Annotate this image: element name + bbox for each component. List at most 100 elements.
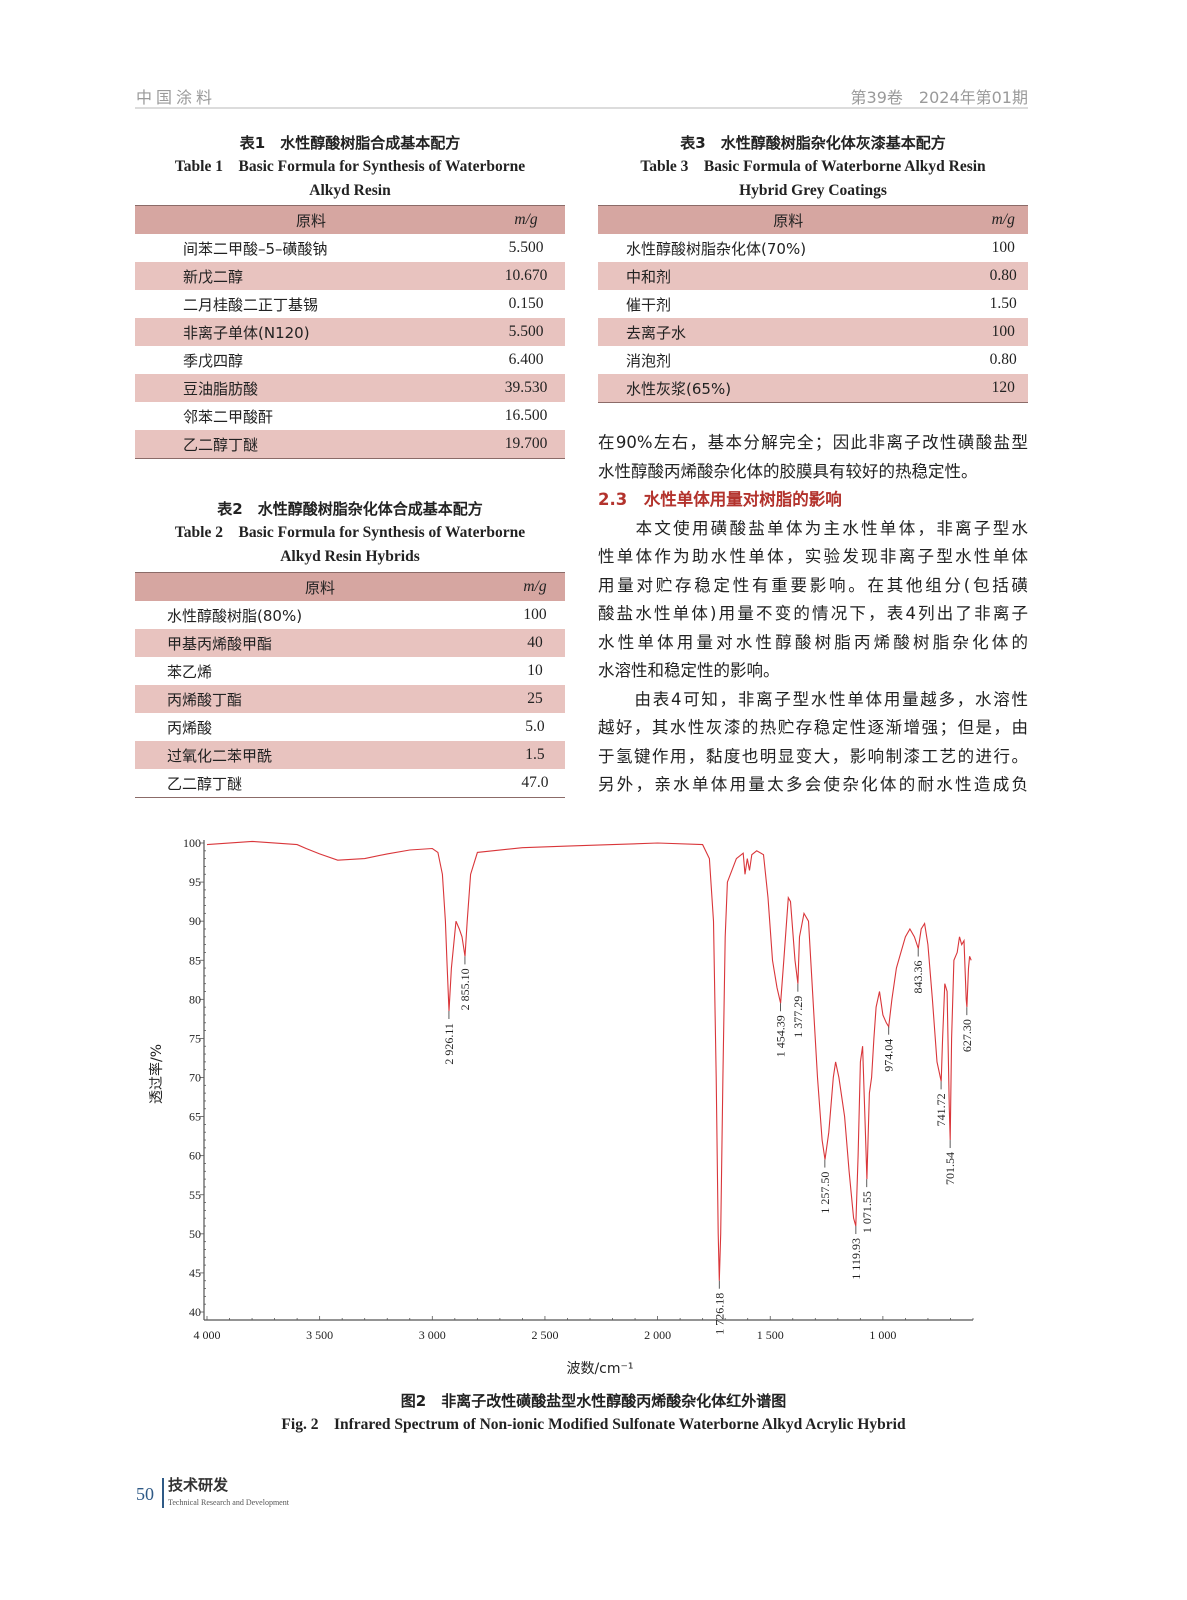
material-cell: 去离子水: [598, 318, 979, 346]
mass-cell: 100: [991, 239, 1015, 256]
mass-cell: 16.500: [504, 407, 548, 424]
material-cell: 二月桂酸二正丁基锡: [183, 295, 319, 314]
table-row: 二月桂酸二正丁基锡 0.150: [135, 290, 565, 318]
x-axis-label: 波数/cm⁻¹: [566, 1361, 634, 1377]
y-axis-label: 透过率/%: [149, 1043, 165, 1105]
peak-label: 2 855.10: [458, 968, 472, 1010]
table-row: 中和剂 0.80: [598, 262, 1028, 290]
material-cell: 水性醇酸树脂杂化体(70%): [626, 239, 807, 258]
section-name-en: Technical Research and Development: [168, 1498, 289, 1507]
x-tick-label: 1 000: [869, 1328, 896, 1342]
material-cell: 丙烯酸丁酯: [135, 685, 505, 713]
mass-cell: 100: [523, 606, 547, 623]
y-tick-label: 75: [189, 1031, 201, 1045]
peak-label: 701.54: [943, 1152, 957, 1185]
table-row: 丙烯酸 5.0: [135, 713, 565, 741]
column-header: m/g: [504, 572, 565, 601]
y-tick-label: 60: [189, 1149, 201, 1163]
mass-cell: 39.530: [487, 374, 565, 402]
text-line: 由表4可知，非离子型水性单体用量越多，水溶性: [598, 689, 1028, 709]
y-tick-label: 95: [189, 875, 201, 889]
table2-title: 表2 水性醇酸树脂杂化体合成基本配方 Table 2 Basic Formula…: [135, 497, 565, 569]
material-cell: 乙二醇丁醚: [135, 769, 505, 798]
peak-label: 1 119.93: [849, 1238, 863, 1280]
table3: 原料 m/g 水性醇酸树脂杂化体(70%) 100 中和剂 0.80 催干剂 1…: [598, 205, 1028, 403]
table3-title-en: Table 3 Basic Formula of Waterborne Alky…: [640, 158, 986, 175]
table-header-row: 原料 m/g: [135, 572, 565, 601]
table2-title-en-2: Alkyd Resin Hybrids: [280, 548, 420, 565]
figure-caption-zh: 图2 非离子改性磺酸盐型水性醇酸丙烯酸杂化体红外谱图: [400, 1392, 787, 1410]
text-line: 水性醇酸丙烯酸杂化体的胶膜具有较好的热稳定性。: [598, 461, 978, 481]
table-row: 过氧化二苯甲酰 1.5: [135, 741, 565, 769]
text-line: 用量对贮存稳定性有重要影响。在其他组分(包括磺: [598, 575, 1028, 595]
table-row: 非离子单体(N120) 5.500: [135, 318, 565, 346]
mass-cell: 0.150: [508, 295, 544, 312]
mass-cell: 5.500: [487, 318, 565, 346]
text-line: 本文使用磺酸盐单体为主水性单体，非离子型水: [598, 518, 1028, 538]
table-row: 豆油脂肪酸 39.530: [135, 374, 565, 402]
peak-label: 1 454.39: [774, 1015, 788, 1057]
material-cell: 非离子单体(N120): [135, 318, 488, 346]
y-tick-label: 80: [189, 992, 201, 1006]
mass-cell: 5.500: [508, 239, 544, 256]
text-line: 酸盐水性单体)用量不变的情况下，表4列出了非离子: [598, 604, 1028, 623]
table-row: 季戊四醇 6.400: [135, 346, 565, 374]
y-tick-label: 65: [189, 1110, 201, 1124]
column-header: m/g: [978, 205, 1028, 234]
material-cell: 苯乙烯: [167, 662, 213, 681]
table-row: 去离子水 100: [598, 318, 1028, 346]
footer-divider: [162, 1478, 164, 1508]
y-tick-label: 45: [189, 1266, 201, 1280]
material-cell: 间苯二甲酸–5–磺酸钠: [183, 239, 328, 258]
mass-cell: 40: [504, 629, 565, 657]
body-text: 在90%左右，基本分解完全；因此非离子改性磺酸盐型 水性醇酸丙烯酸杂化体的胶膜具有…: [598, 429, 1028, 800]
mass-cell: 0.80: [989, 351, 1017, 368]
table1-title: 表1 水性醇酸树脂合成基本配方 Table 1 Basic Formula fo…: [135, 131, 565, 203]
mass-cell: 25: [504, 685, 565, 713]
table-header-row: 原料 m/g: [135, 205, 565, 234]
peak-label: 741.72: [934, 1093, 948, 1126]
table2: 原料 m/g 水性醇酸树脂(80%) 100 甲基丙烯酸甲酯 40 苯乙烯 10…: [135, 572, 565, 798]
table-row: 催干剂 1.50: [598, 290, 1028, 318]
material-cell: 季戊四醇: [183, 351, 244, 370]
mass-cell: 120: [978, 374, 1028, 403]
mass-cell: 5.0: [525, 718, 545, 735]
mass-cell: 19.700: [487, 430, 565, 459]
mass-cell: 100: [978, 318, 1028, 346]
material-cell: 中和剂: [598, 262, 979, 290]
x-tick-label: 1 500: [757, 1328, 784, 1342]
material-cell: 过氧化二苯甲酰: [135, 741, 505, 769]
section-name-zh: 技术研发: [168, 1476, 229, 1494]
table-row: 甲基丙烯酸甲酯 40: [135, 629, 565, 657]
material-cell: 新戊二醇: [135, 262, 488, 290]
y-tick-label: 50: [189, 1227, 201, 1241]
text-line: 水性单体用量对水性醇酸树脂丙烯酸树脂杂化体的: [598, 632, 1028, 652]
ir-spectrum-chart: 40 45 50 55 60 65 70 75 80 85 90 95 100 4 000 3 500 3 0…: [183, 836, 974, 1342]
mass-cell: 10: [527, 662, 543, 679]
table-row: 水性灰浆(65%) 120: [598, 374, 1028, 403]
x-tick-label: 3 000: [419, 1328, 446, 1342]
text-line: 在90%左右，基本分解完全；因此非离子改性磺酸盐型: [598, 433, 1028, 452]
journal-name: 中国涂料: [136, 88, 217, 107]
column-header: 原料: [135, 572, 505, 601]
material-cell: 水性醇酸树脂(80%): [167, 606, 303, 625]
table1-title-en-2: Alkyd Resin: [309, 182, 391, 199]
mass-cell: 0.80: [978, 262, 1028, 290]
text-line: 性单体作为助水性单体，实验发现非离子型水性单体: [598, 547, 1028, 566]
page-number: 50: [136, 1484, 154, 1504]
x-tick-label: 2 000: [644, 1328, 671, 1342]
peak-label: 1 257.50: [818, 1172, 832, 1214]
y-tick-label: 55: [189, 1188, 201, 1202]
table-row: 消泡剂 0.80: [598, 346, 1028, 374]
table3-title-zh: 表3 水性醇酸树脂杂化体灰漆基本配方: [680, 134, 946, 152]
table-row: 丙烯酸丁酯 25: [135, 685, 565, 713]
section-heading: 2.3 水性单体用量对树脂的影响: [598, 490, 842, 509]
table-row: 乙二醇丁醚 19.700: [135, 430, 565, 459]
table-row: 新戊二醇 10.670: [135, 262, 565, 290]
text-line: 另外，亲水单体用量太多会使杂化体的耐水性造成负: [598, 775, 1028, 794]
material-cell: 丙烯酸: [167, 718, 213, 737]
spectrum-line: [206, 840, 972, 1281]
material-cell: 豆油脂肪酸: [135, 374, 488, 402]
column-header: m/g: [487, 205, 565, 234]
x-tick-label: 4 000: [194, 1328, 221, 1342]
